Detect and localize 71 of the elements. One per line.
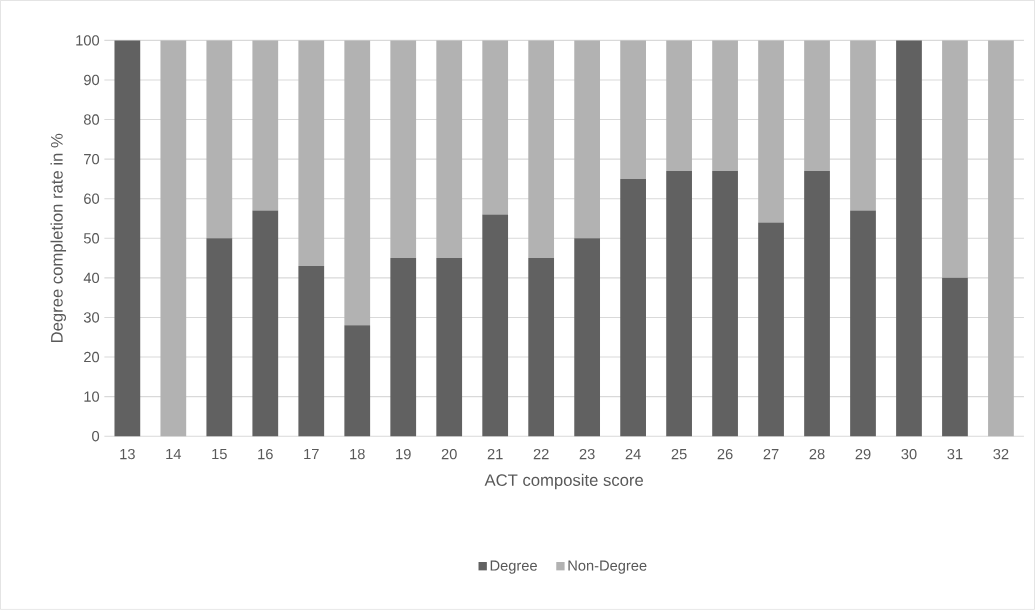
x-tick-label: 19: [396, 448, 411, 460]
bar: [390, 40, 417, 259]
x-tick-label: 31: [947, 448, 963, 460]
bar: [206, 40, 233, 239]
bar: [620, 40, 646, 179]
bar: [804, 171, 830, 437]
y-tick-label: 60: [84, 193, 100, 204]
bar: [528, 40, 555, 259]
x-tick-label: 28: [809, 448, 825, 460]
bar: [574, 238, 601, 437]
x-tick-label: 14: [166, 448, 182, 460]
y-axis-title: Degree completion rate in %: [50, 133, 67, 343]
x-tick-label: 16: [258, 448, 273, 460]
bar: [252, 40, 279, 211]
bar: [482, 40, 509, 215]
bar: [804, 40, 830, 172]
y-tick-label: 20: [84, 351, 100, 363]
x-tick-label: 24: [625, 448, 641, 460]
x-tick-label: 17: [304, 448, 319, 460]
bar: [344, 325, 371, 437]
x-tick-label: 32: [993, 448, 1009, 460]
bar: [574, 40, 601, 239]
x-tick-label: 29: [855, 448, 871, 460]
bar: [666, 171, 692, 437]
x-tick-label: 18: [350, 448, 365, 460]
y-tick-label: 0: [92, 431, 100, 442]
bar: [436, 258, 463, 437]
y-tick-label: 90: [84, 74, 100, 86]
bar: [436, 40, 463, 259]
bar: [344, 40, 371, 326]
bar: [942, 40, 968, 278]
x-tick-label: 27: [763, 448, 779, 460]
bar: [390, 258, 417, 437]
bar: [850, 210, 876, 437]
y-tick-label: 80: [83, 114, 100, 125]
bar: [298, 40, 325, 267]
bar: [896, 40, 922, 437]
bar: [988, 40, 1014, 437]
x-tick-label: 23: [579, 448, 595, 460]
bar: [482, 214, 509, 437]
x-tick-label: 21: [487, 448, 503, 460]
legend-label: Degree: [490, 560, 537, 574]
y-tick-label: 10: [84, 391, 100, 402]
bar: [758, 222, 784, 437]
bar: [942, 277, 968, 437]
y-tick-label: 50: [83, 233, 100, 244]
x-tick-label: 25: [671, 448, 687, 460]
bar: [160, 40, 187, 437]
x-tick-label: 26: [717, 448, 733, 460]
bar: [850, 40, 876, 211]
bar: [114, 40, 141, 437]
bar: [712, 171, 738, 437]
y-tick-label: 70: [84, 154, 100, 165]
x-tick-label: 13: [120, 448, 135, 460]
x-tick-label: 30: [901, 448, 917, 460]
x-axis-title: ACT composite score: [484, 473, 643, 490]
legend-label: Non-Degree: [568, 560, 647, 574]
y-tick-label: 30: [83, 312, 100, 323]
x-tick-label: 20: [441, 448, 457, 460]
x-tick-label: 15: [212, 448, 227, 460]
y-tick-label: 100: [76, 35, 100, 46]
bar: [206, 238, 233, 437]
bar: [528, 258, 555, 437]
bar: [712, 40, 738, 172]
bar: [666, 40, 692, 172]
bar: [758, 40, 784, 223]
x-tick-label: 22: [533, 448, 549, 460]
y-tick-label: 40: [83, 272, 100, 284]
bar: [252, 210, 279, 437]
bar: [620, 178, 646, 437]
bar: [298, 266, 325, 437]
